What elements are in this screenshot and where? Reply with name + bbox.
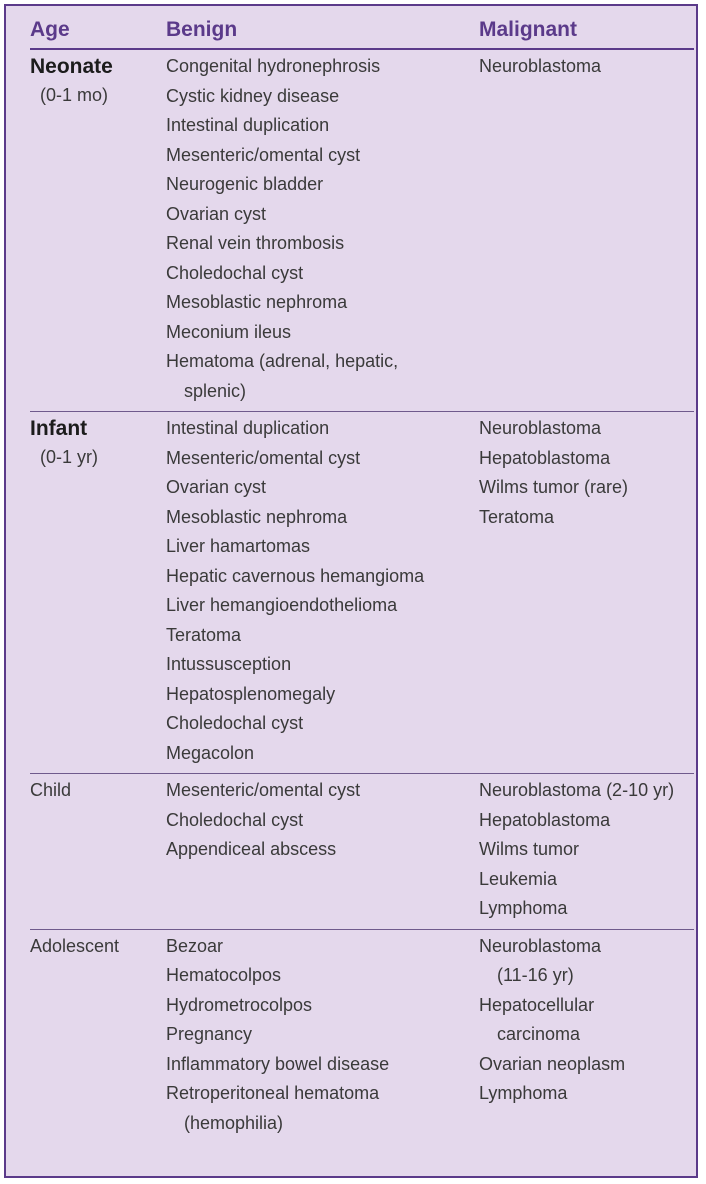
age-label: Adolescent <box>30 935 120 956</box>
list-item: Choledochal cyst <box>166 713 304 733</box>
benign-cell: Mesenteric/omental cyst Choledochal cyst… <box>166 773 479 930</box>
list-item: Mesoblastic nephroma <box>166 506 348 527</box>
table-frame: Age Benign Malignant Neonate (0-1 mo) Co… <box>4 4 698 1178</box>
list-item: Intestinal duplication <box>166 418 330 438</box>
list-item: Wilms tumor <box>479 839 579 859</box>
age-cell: Child <box>30 773 166 930</box>
age-range: (0-1 mo) <box>40 85 109 105</box>
list-item: Teratoma <box>479 506 555 527</box>
list-item: Cystic kidney disease <box>166 85 340 106</box>
differential-table: Age Benign Malignant Neonate (0-1 mo) Co… <box>30 17 694 1143</box>
list-item: Mesenteric/omental cyst <box>166 447 361 468</box>
list-item: Ovarian cyst <box>166 477 267 497</box>
list-item: Meconium ileus <box>166 321 292 342</box>
list-item: Hydrometrocolpos <box>166 994 313 1015</box>
malignant-cell: Neuroblastoma (11-16 yr) Hepatocellular … <box>479 929 694 1143</box>
list-item-continuation: splenic) <box>184 380 247 401</box>
list-item: Appendiceal abscess <box>166 839 337 859</box>
list-item-continuation: carcinoma <box>497 1024 581 1044</box>
list-item: Intussusception <box>166 654 292 674</box>
list-item: Liver hemangioendothelioma <box>166 595 398 615</box>
header-row: Age Benign Malignant <box>30 17 694 50</box>
list-item: Megacolon <box>166 742 255 763</box>
header-malignant: Malignant <box>479 17 694 50</box>
list-item: Wilms tumor (rare) <box>479 477 628 497</box>
list-item: Renal vein thrombosis <box>166 233 345 253</box>
table-row: Adolescent Bezoar Hematocolpos Hydrometr… <box>30 929 694 1143</box>
age-range: (0-1 yr) <box>40 447 98 467</box>
age-label: Infant <box>30 417 88 440</box>
list-item: Mesenteric/omental cyst <box>166 780 361 800</box>
list-item: Inflammatory bowel disease <box>166 1053 390 1074</box>
list-item: Lymphoma <box>479 1083 568 1103</box>
age-label: Neonate <box>30 55 113 78</box>
list-item: Mesoblastic nephroma <box>166 292 348 312</box>
list-item: Choledochal cyst <box>166 809 304 830</box>
table-row: Child Mesenteric/omental cyst Choledocha… <box>30 773 694 930</box>
list-item: Leukemia <box>479 868 558 889</box>
list-item-continuation: (11-16 yr) <box>497 965 574 985</box>
list-item: Ovarian cyst <box>166 203 267 224</box>
list-item: Hepatoblastoma <box>479 447 611 468</box>
list-item: Mesenteric/omental cyst <box>166 144 361 165</box>
list-item-continuation: (hemophilia) <box>184 1112 284 1133</box>
benign-cell: Intestinal duplication Mesenteric/omenta… <box>166 411 479 774</box>
list-item: Hepatocellular <box>479 994 595 1015</box>
benign-cell: Congenital hydronephrosis Cystic kidney … <box>166 49 479 412</box>
age-cell: Adolescent <box>30 929 166 1143</box>
list-item: Hepatic cavernous hemangioma <box>166 565 425 586</box>
table-row: Infant (0-1 yr) Intestinal duplication M… <box>30 411 694 774</box>
header-age: Age <box>30 17 166 50</box>
malignant-cell: Neuroblastoma Hepatoblastoma Wilms tumor… <box>479 411 694 774</box>
list-item: Neuroblastoma <box>479 56 602 76</box>
list-item: Neuroblastoma (2-10 yr) <box>479 780 675 800</box>
benign-cell: Bezoar Hematocolpos Hydrometrocolpos Pre… <box>166 929 479 1143</box>
list-item: Hematoma (adrenal, hepatic, <box>166 351 399 371</box>
list-item: Ovarian neoplasm <box>479 1053 626 1074</box>
list-item: Liver hamartomas <box>166 536 311 556</box>
list-item: Choledochal cyst <box>166 262 304 283</box>
list-item: Lymphoma <box>479 898 568 918</box>
table-row: Neonate (0-1 mo) Congenital hydronephros… <box>30 49 694 412</box>
list-item: Hepatoblastoma <box>479 809 611 830</box>
list-item: Teratoma <box>166 624 242 645</box>
list-item: Retroperitoneal hematoma <box>166 1083 380 1103</box>
list-item: Hematocolpos <box>166 965 282 985</box>
list-item: Neuroblastoma <box>479 418 602 438</box>
age-cell: Infant (0-1 yr) <box>30 411 166 774</box>
list-item: Intestinal duplication <box>166 115 330 135</box>
age-label: Child <box>30 780 72 800</box>
header-benign: Benign <box>166 17 479 50</box>
list-item: Congenital hydronephrosis <box>166 56 381 76</box>
malignant-cell: Neuroblastoma (2-10 yr) Hepatoblastoma W… <box>479 773 694 930</box>
list-item: Neuroblastoma <box>479 935 602 956</box>
malignant-cell: Neuroblastoma <box>479 49 694 412</box>
list-item: Bezoar <box>166 935 224 956</box>
list-item: Pregnancy <box>166 1024 253 1044</box>
list-item: Neurogenic bladder <box>166 174 324 194</box>
list-item: Hepatosplenomegaly <box>166 683 336 704</box>
age-cell: Neonate (0-1 mo) <box>30 49 166 412</box>
